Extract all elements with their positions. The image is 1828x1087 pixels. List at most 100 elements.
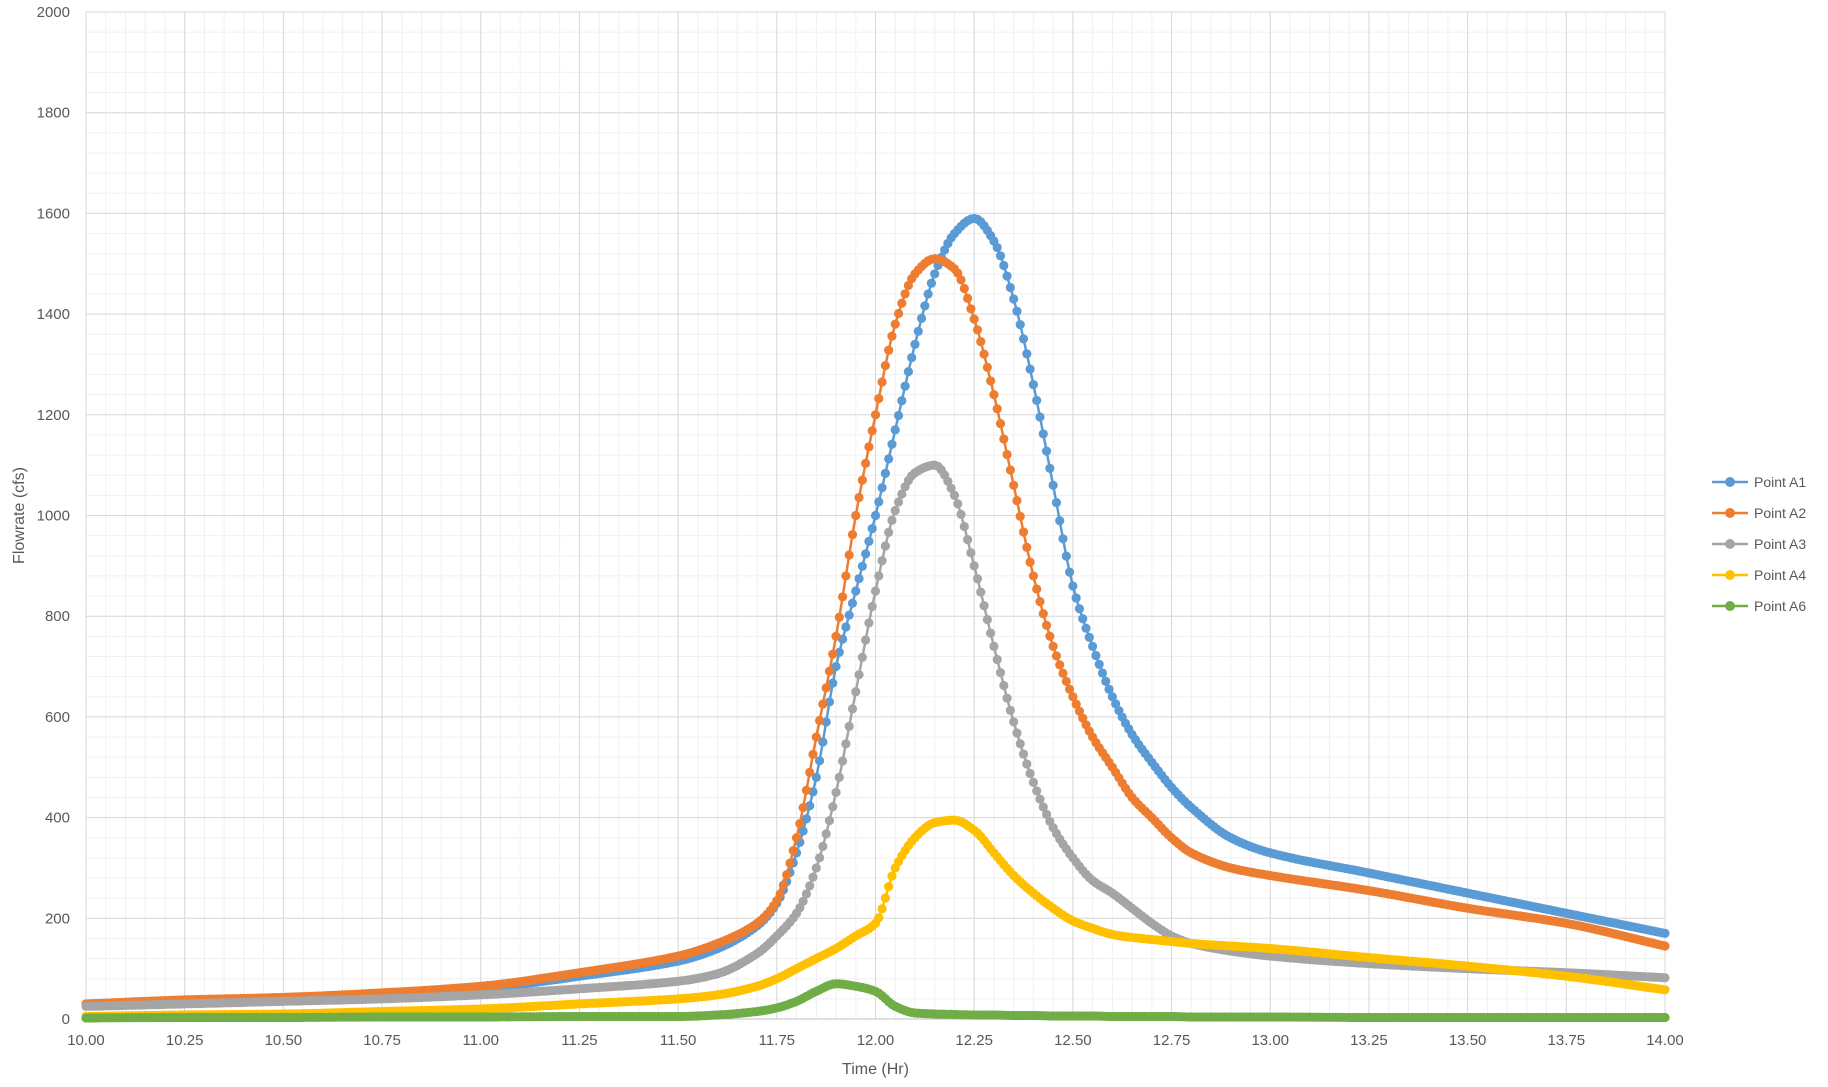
- y-tick-label: 1600: [37, 205, 70, 222]
- x-tick-label: 10.25: [166, 1032, 204, 1049]
- data-point: [788, 846, 798, 856]
- data-point: [982, 362, 992, 372]
- legend-label: Point A4: [1754, 567, 1806, 583]
- series-point-a2: [81, 254, 1670, 1009]
- data-point: [963, 534, 973, 545]
- legend-marker: [1725, 477, 1735, 487]
- data-point: [880, 468, 890, 478]
- data-point: [874, 393, 884, 404]
- data-point: [890, 319, 900, 329]
- data-point: [956, 509, 966, 519]
- y-tick-label: 1000: [37, 508, 70, 525]
- data-point: [1064, 684, 1075, 694]
- data-point: [1071, 699, 1081, 709]
- data-point: [814, 715, 825, 726]
- data-point: [999, 680, 1009, 691]
- data-point: [1660, 928, 1670, 939]
- data-point: [943, 476, 953, 486]
- data-point: [854, 670, 864, 680]
- data-point: [851, 586, 861, 596]
- x-tick-label: 10.00: [67, 1032, 105, 1049]
- data-point: [979, 349, 989, 359]
- data-point: [791, 833, 802, 843]
- legend-marker: [1725, 539, 1735, 549]
- data-point: [1028, 571, 1038, 581]
- data-point: [969, 561, 979, 571]
- data-point: [1068, 581, 1078, 591]
- data-point: [1051, 651, 1062, 661]
- data-point: [828, 649, 838, 659]
- data-point: [841, 571, 851, 581]
- y-tick-label: 200: [45, 910, 70, 927]
- y-tick-label: 0: [62, 1011, 70, 1028]
- data-point: [949, 490, 960, 500]
- data-point: [874, 913, 884, 923]
- data-point: [920, 301, 930, 311]
- data-point: [897, 489, 907, 499]
- data-point: [893, 410, 904, 421]
- legend-label: Point A3: [1754, 536, 1806, 552]
- data-point: [818, 737, 828, 747]
- data-point: [877, 377, 887, 387]
- data-point: [1005, 282, 1015, 293]
- data-point: [778, 880, 788, 890]
- data-point: [861, 635, 871, 645]
- data-point: [847, 598, 858, 608]
- data-point: [884, 454, 894, 464]
- y-tick-label: 600: [45, 709, 70, 726]
- x-tick-label: 11.00: [463, 1032, 499, 1049]
- data-point: [1012, 496, 1022, 506]
- x-tick-label: 12.25: [955, 1032, 993, 1049]
- data-point: [982, 614, 992, 625]
- x-tick-label: 11.50: [660, 1032, 696, 1049]
- data-point: [847, 530, 858, 540]
- series-point-a3: [81, 460, 1670, 1012]
- data-point: [1660, 1012, 1670, 1023]
- data-point: [864, 536, 874, 546]
- legend-item: Point A2: [1712, 505, 1806, 521]
- data-point: [818, 841, 828, 851]
- data-point: [1078, 614, 1088, 624]
- data-point: [867, 426, 877, 436]
- data-point: [995, 667, 1006, 678]
- data-point: [1018, 334, 1029, 344]
- data-point: [923, 289, 933, 299]
- data-point: [1022, 759, 1032, 769]
- data-point: [1055, 660, 1065, 670]
- y-axis-title: Flowrate (cfs): [11, 467, 28, 564]
- data-point: [834, 612, 844, 622]
- data-point: [884, 345, 894, 355]
- data-point: [1038, 802, 1048, 812]
- data-point: [900, 381, 910, 391]
- data-point: [834, 772, 844, 782]
- data-point: [814, 756, 825, 766]
- data-point: [900, 289, 910, 299]
- data-point: [1048, 480, 1058, 490]
- data-point: [1084, 632, 1094, 642]
- data-point: [1091, 650, 1101, 661]
- data-point: [1058, 534, 1068, 544]
- data-point: [956, 275, 966, 285]
- data-point: [851, 510, 861, 521]
- legend-marker: [1725, 508, 1735, 518]
- data-point: [857, 561, 867, 571]
- data-point: [1081, 623, 1091, 633]
- data-point: [805, 881, 815, 891]
- data-point: [989, 390, 999, 400]
- data-point: [870, 410, 881, 420]
- data-point: [1041, 809, 1052, 819]
- x-tick-label: 13.25: [1350, 1032, 1388, 1049]
- data-point: [972, 574, 983, 584]
- data-point: [1022, 349, 1032, 359]
- data-point: [880, 893, 890, 903]
- data-point: [1051, 498, 1062, 508]
- y-tick-label: 400: [45, 810, 70, 827]
- data-point: [1009, 480, 1019, 490]
- data-point: [1101, 676, 1111, 686]
- data-point: [814, 853, 825, 863]
- data-point: [838, 756, 848, 766]
- data-point: [864, 618, 874, 628]
- data-point: [1045, 463, 1055, 473]
- data-point: [1061, 676, 1071, 687]
